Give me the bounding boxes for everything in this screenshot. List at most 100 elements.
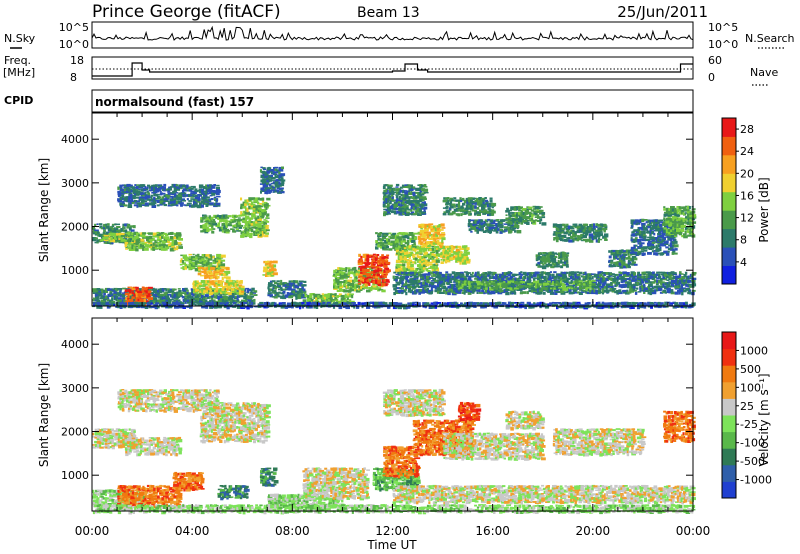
- heatmap-cell: [389, 242, 394, 246]
- heatmap-cell: [388, 232, 392, 235]
- heatmap-cell: [472, 287, 477, 292]
- heatmap-cell: [195, 254, 198, 257]
- heatmap-cell: [424, 243, 428, 246]
- heatmap-cell: [257, 205, 261, 208]
- heatmap-cell: [582, 231, 587, 235]
- heatmap-cell: [266, 262, 269, 265]
- heatmap-cell: [424, 273, 429, 276]
- heatmap-cell: [657, 244, 661, 248]
- heatmap-cell: [349, 271, 354, 275]
- heatmap-cell: [378, 288, 384, 291]
- heatmap-cell: [381, 258, 385, 261]
- heatmap-cell: [512, 275, 515, 278]
- heatmap-cell: [261, 215, 265, 219]
- heatmap-cell: [94, 223, 97, 227]
- heatmap-cell: [516, 208, 519, 211]
- heatmap-cell: [446, 245, 451, 248]
- heatmap-cell: [410, 184, 413, 187]
- heatmap-cell: [291, 280, 294, 283]
- heatmap-cell: [427, 270, 431, 273]
- heatmap-cell: [614, 253, 619, 256]
- heatmap-cell: [302, 295, 306, 298]
- heatmap-cell: [363, 287, 369, 289]
- heatmap-cell: [540, 261, 544, 265]
- heatmap-cell: [225, 276, 231, 280]
- heatmap-cell: [622, 250, 628, 253]
- heatmap-cell: [610, 265, 613, 268]
- heatmap-cell: [450, 249, 453, 254]
- heatmap-cell: [282, 294, 285, 297]
- heatmap-cell: [360, 277, 365, 281]
- heatmap-cell: [487, 207, 491, 211]
- heatmap-cell: [270, 169, 274, 171]
- heatmap-cell: [118, 237, 121, 240]
- heatmap-cell: [161, 235, 164, 239]
- heatmap-cell: [248, 203, 253, 206]
- heatmap-cell: [270, 171, 274, 173]
- heatmap-cell: [140, 202, 145, 205]
- heatmap-cell: [347, 283, 352, 286]
- heatmap-cell: [477, 271, 480, 275]
- heatmap-cell: [420, 205, 424, 208]
- heatmap-cell: [451, 203, 456, 206]
- heatmap-cell: [432, 285, 437, 288]
- heatmap-cell: [389, 188, 393, 192]
- heatmap-cell: [385, 273, 388, 276]
- heatmap-cell: [377, 236, 380, 239]
- heatmap-cell: [465, 251, 470, 255]
- heatmap-cell: [354, 287, 357, 290]
- heatmap-cell: [418, 281, 423, 285]
- heatmap-cell: [647, 252, 652, 255]
- heatmap-cell: [687, 234, 692, 237]
- heatmap-cell: [408, 247, 411, 251]
- heatmap-cell: [206, 272, 209, 276]
- heatmap-cell: [372, 253, 377, 256]
- heatmap-cell: [534, 219, 538, 222]
- heatmap-cell: [155, 244, 160, 247]
- heatmap-cell: [413, 242, 416, 245]
- heatmap-cell: [557, 259, 560, 264]
- heatmap-cell: [404, 203, 407, 206]
- heatmap-cell: [208, 198, 212, 201]
- heatmap-cell: [215, 280, 220, 282]
- heatmap-cell: [566, 263, 569, 268]
- heatmap-cell: [526, 211, 532, 214]
- heatmap-cell: [455, 277, 460, 279]
- heatmap-cell: [191, 257, 194, 262]
- heatmap-cell: [277, 190, 282, 194]
- heatmap-cell: [674, 221, 677, 225]
- heatmap-cell: [535, 263, 538, 267]
- heatmap-cell: [132, 188, 136, 193]
- heatmap-cell: [259, 203, 262, 205]
- heatmap-cell: [171, 200, 175, 204]
- heatmap-cell: [127, 188, 132, 192]
- heatmap-cell: [661, 252, 665, 256]
- heatmap-cell: [514, 230, 517, 233]
- heatmap-cell: [505, 288, 510, 292]
- heatmap-cell: [560, 229, 565, 233]
- heatmap-cell: [193, 201, 196, 206]
- cpid-label: CPID: [4, 94, 33, 107]
- heatmap-cell: [364, 269, 370, 272]
- heatmap-cell: [125, 234, 128, 238]
- heatmap-cell: [278, 181, 281, 185]
- heatmap-cell: [450, 257, 456, 260]
- heatmap-cell: [387, 209, 392, 212]
- heatmap-cell: [471, 209, 476, 212]
- heatmap-cell: [400, 193, 403, 197]
- heatmap-cell: [100, 239, 105, 241]
- heatmap-cell: [623, 251, 627, 254]
- heatmap-cell: [182, 202, 184, 204]
- heatmap-cell: [404, 190, 407, 192]
- heatmap-cell: [495, 289, 500, 293]
- heatmap-cell: [204, 276, 207, 280]
- heatmap-cell: [159, 299, 164, 302]
- heatmap-cell: [470, 273, 473, 276]
- heatmap-cell: [184, 204, 188, 207]
- heatmap-cell: [190, 194, 194, 197]
- heatmap-cell: [621, 249, 624, 252]
- heatmap-cell: [408, 213, 413, 215]
- heatmap-cell: [404, 205, 409, 209]
- heatmap-cell: [421, 263, 424, 266]
- heatmap-cell: [163, 248, 168, 251]
